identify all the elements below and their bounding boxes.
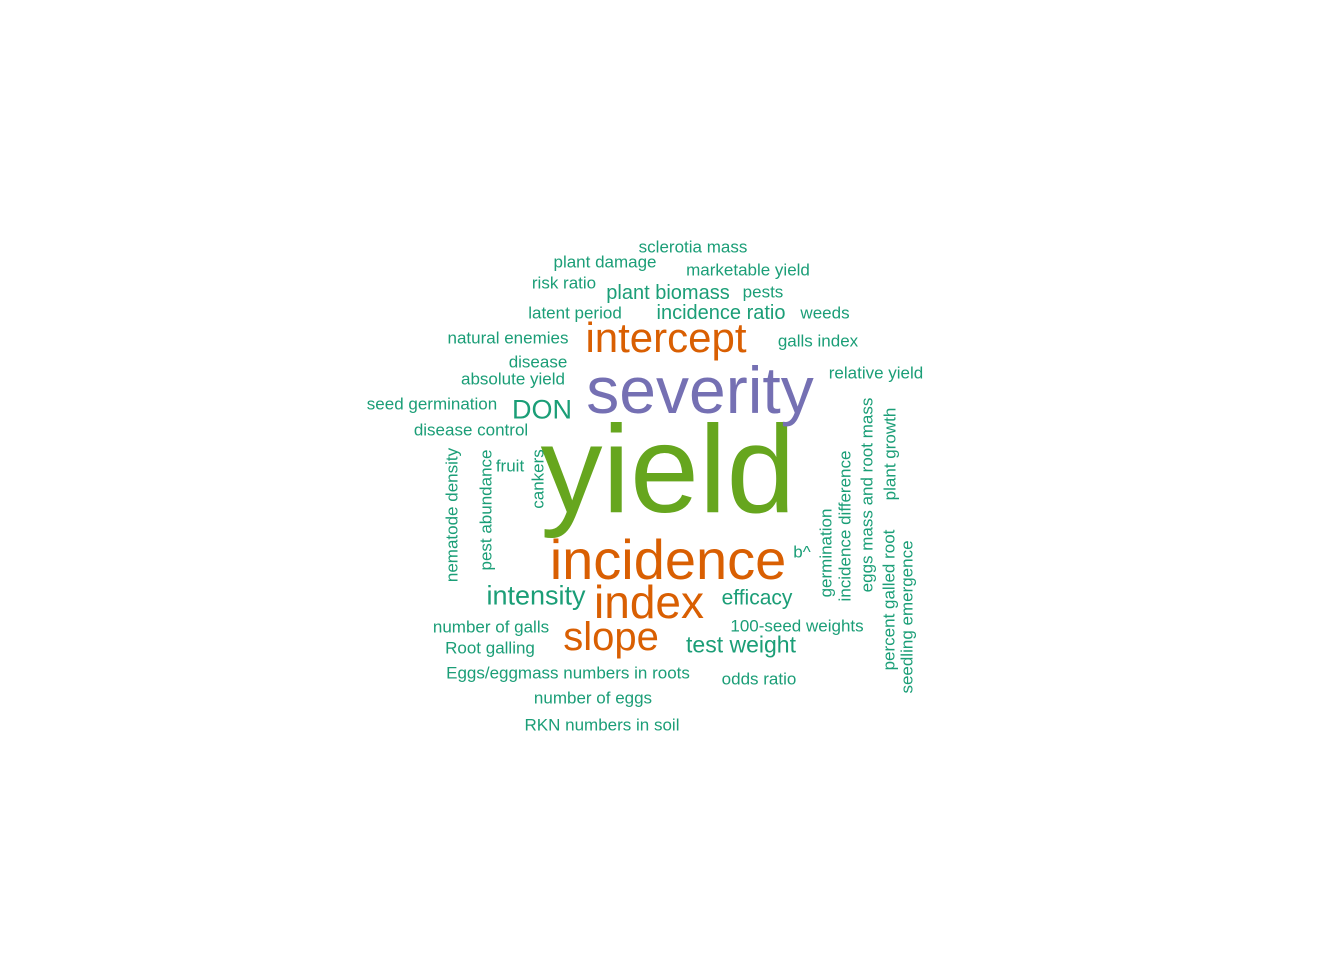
word-pests: pests: [742, 282, 784, 302]
word-number-of-galls: number of galls: [432, 617, 550, 637]
word-plant-damage: plant damage: [553, 252, 657, 272]
word-intercept: intercept: [585, 314, 747, 361]
word-absolute-yield: absolute yield: [461, 369, 565, 389]
word-risk-ratio: risk ratio: [531, 273, 597, 293]
word-root-galling: Root galling: [445, 638, 535, 658]
word-relative-yield: relative yield: [828, 363, 924, 383]
word-seedling-emergence: seedling emergence: [897, 540, 917, 694]
word-yield: yield: [540, 401, 796, 539]
word-natural-enemies: natural enemies: [447, 328, 569, 348]
word-sclerotia-mass: sclerotia mass: [638, 237, 748, 257]
word-seed-germination: seed germination: [366, 394, 498, 414]
word-germination: germination: [816, 508, 836, 598]
word-pest-abundance: pest abundance: [476, 449, 496, 571]
word-disease-control: disease control: [413, 420, 529, 440]
word-plant-growth: plant growth: [880, 407, 900, 501]
word-percent-galled-root: percent galled root: [879, 529, 899, 671]
word-fruit: fruit: [495, 456, 525, 476]
word-plant-biomass: plant biomass: [606, 282, 730, 304]
word-latent-period: latent period: [528, 303, 622, 323]
word-galls-index: galls index: [777, 331, 859, 351]
word-severity: severity: [586, 353, 814, 427]
word-disease: disease: [508, 352, 568, 372]
word-b-hat: b^: [793, 542, 811, 562]
word-marketable-yield: marketable yield: [686, 260, 810, 280]
word-don: DON: [512, 394, 572, 425]
word-weeds: weeds: [800, 303, 850, 323]
word-incidence-difference: incidence difference: [835, 450, 855, 602]
word-slope: slope: [563, 615, 659, 659]
word-intensity: intensity: [486, 580, 586, 611]
word-100-seed-weights: 100-seed weights: [730, 616, 864, 636]
word-rkn-numbers-in-soil: RKN numbers in soil: [524, 715, 680, 735]
word-cankers: cankers: [528, 449, 548, 509]
word-eggs-eggmass-numbers: Eggs/eggmass numbers in roots: [446, 663, 690, 683]
word-incidence: incidence: [549, 528, 787, 591]
word-odds-ratio: odds ratio: [721, 669, 797, 689]
word-index: index: [594, 576, 704, 628]
word-nematode-density: nematode density: [442, 447, 462, 583]
word-test-weight: test weight: [686, 631, 796, 658]
word-eggs-mass-and-root-mass: eggs mass and root mass: [857, 397, 877, 593]
word-number-of-eggs: number of eggs: [533, 688, 653, 708]
word-efficacy: efficacy: [721, 586, 793, 610]
word-incidence-ratio: incidence ratio: [656, 302, 786, 324]
